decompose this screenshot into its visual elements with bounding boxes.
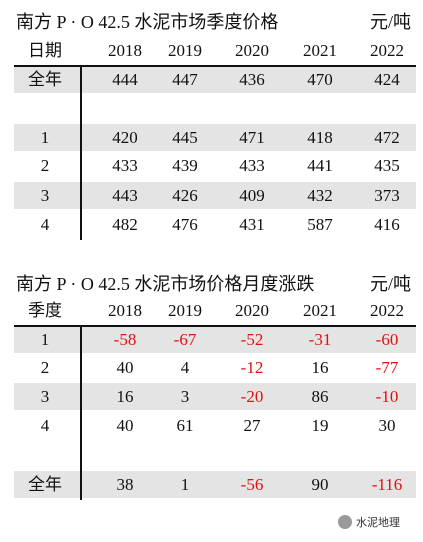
value-cell: -58 xyxy=(113,330,137,349)
table-title: 南方 P · O 42.5 水泥市场价格月度涨跌 xyxy=(16,274,315,294)
value-cell: 416 xyxy=(374,215,400,234)
label-rule xyxy=(80,325,82,500)
table-unit: 元/吨 xyxy=(369,274,411,294)
header-cell: 季度 xyxy=(28,301,62,320)
value-cell: 424 xyxy=(374,70,400,89)
row-label: 3 xyxy=(40,387,50,406)
value-cell: -10 xyxy=(375,387,399,406)
watermark: 水泥地理 xyxy=(338,514,400,530)
value-cell: 426 xyxy=(172,186,198,205)
value-cell: 587 xyxy=(307,215,333,234)
value-cell: -67 xyxy=(173,330,197,349)
table-title: 南方 P · O 42.5 水泥市场季度价格 xyxy=(16,12,279,32)
value-cell: -60 xyxy=(375,330,399,349)
value-cell: 16 xyxy=(311,358,329,377)
header-cell: 2020 xyxy=(235,41,269,60)
value-cell: 40 xyxy=(116,358,134,377)
value-cell: 431 xyxy=(239,215,265,234)
value-cell: 61 xyxy=(176,416,194,435)
value-cell: 420 xyxy=(112,128,138,147)
value-cell: 444 xyxy=(112,70,138,89)
row-label: 2 xyxy=(40,358,50,377)
value-cell: 471 xyxy=(239,128,265,147)
value-cell: -116 xyxy=(371,475,403,494)
value-cell: 4 xyxy=(180,358,190,377)
value-cell: 476 xyxy=(172,215,198,234)
value-cell: 19 xyxy=(311,416,329,435)
row-label: 3 xyxy=(40,186,50,205)
value-cell: 409 xyxy=(239,186,265,205)
label-rule xyxy=(80,65,82,240)
row-label: 1 xyxy=(40,330,50,349)
header-cell: 2021 xyxy=(303,41,337,60)
row-label: 1 xyxy=(40,128,50,147)
value-cell: 445 xyxy=(172,128,198,147)
value-cell: 436 xyxy=(239,70,265,89)
header-cell: 2018 xyxy=(108,301,142,320)
value-cell: 90 xyxy=(311,475,329,494)
value-cell: -31 xyxy=(308,330,332,349)
value-cell: 30 xyxy=(378,416,396,435)
value-cell: 443 xyxy=(112,186,138,205)
value-cell: 86 xyxy=(311,387,329,406)
value-cell: -52 xyxy=(240,330,264,349)
watermark-icon xyxy=(338,515,352,529)
row-label: 4 xyxy=(40,215,50,234)
header-cell: 2019 xyxy=(168,41,202,60)
value-cell: 3 xyxy=(180,387,190,406)
value-cell: 418 xyxy=(307,128,333,147)
value-cell: 482 xyxy=(112,215,138,234)
value-cell: -77 xyxy=(375,358,399,377)
value-cell: 40 xyxy=(116,416,134,435)
row-label: 2 xyxy=(40,156,50,175)
value-cell: 439 xyxy=(172,156,198,175)
header-rule xyxy=(14,65,416,67)
row-label: 4 xyxy=(40,416,50,435)
value-cell: 433 xyxy=(112,156,138,175)
value-cell: 1 xyxy=(180,475,190,494)
value-cell: 432 xyxy=(307,186,333,205)
header-cell: 2022 xyxy=(370,41,404,60)
value-cell: -12 xyxy=(240,358,264,377)
header-rule xyxy=(14,325,416,327)
value-cell: 470 xyxy=(307,70,333,89)
value-cell: 441 xyxy=(307,156,333,175)
value-cell: -20 xyxy=(240,387,264,406)
value-cell: 27 xyxy=(243,416,261,435)
header-cell: 2019 xyxy=(168,301,202,320)
header-cell: 2021 xyxy=(303,301,337,320)
header-cell: 2022 xyxy=(370,301,404,320)
row-label: 全年 xyxy=(28,70,62,89)
value-cell: 373 xyxy=(374,186,400,205)
header-cell: 2020 xyxy=(235,301,269,320)
value-cell: -56 xyxy=(240,475,264,494)
value-cell: 435 xyxy=(374,156,400,175)
header-cell: 日期 xyxy=(28,41,62,60)
watermark-text: 水泥地理 xyxy=(356,516,400,529)
value-cell: 16 xyxy=(116,387,134,406)
header-cell: 2018 xyxy=(108,41,142,60)
row-label: 全年 xyxy=(28,475,62,494)
value-cell: 447 xyxy=(172,70,198,89)
value-cell: 472 xyxy=(374,128,400,147)
table-unit: 元/吨 xyxy=(369,12,411,32)
value-cell: 38 xyxy=(116,475,134,494)
value-cell: 433 xyxy=(239,156,265,175)
